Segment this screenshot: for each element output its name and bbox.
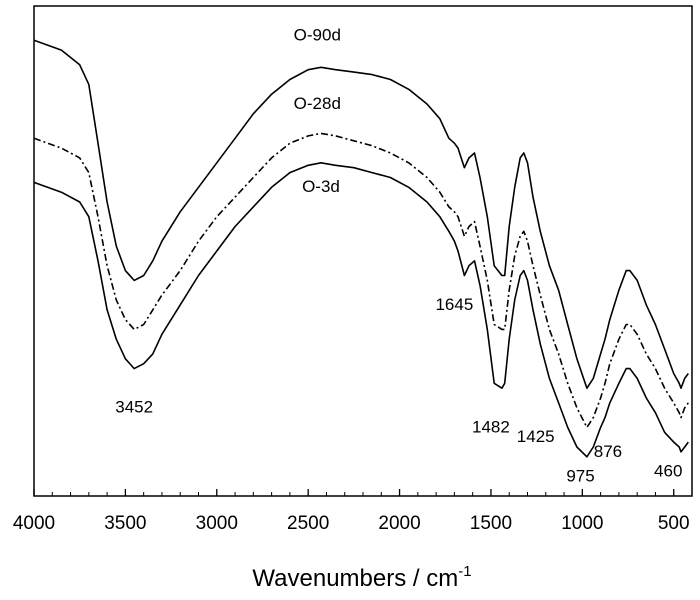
x-tick-label: 3500 (104, 513, 146, 534)
series-line-o-3d (33, 162, 689, 458)
x-tick-label: 1000 (561, 513, 603, 534)
x-tick-label: 2000 (378, 513, 420, 534)
series-layer (33, 39, 689, 458)
x-tick-label: 3000 (196, 513, 238, 534)
peak-label-3452: 3452 (115, 398, 153, 417)
peak-label-460: 460 (654, 461, 682, 480)
curve-label-o-90d: O-90d (294, 25, 341, 44)
series-line-o-90d (33, 39, 689, 389)
x-tick-label: 4000 (13, 513, 55, 534)
curve-label-o-28d: O-28d (294, 94, 341, 113)
x-axis-title-superscript: -1 (458, 563, 471, 580)
x-tick-label: 500 (658, 513, 690, 534)
peak-label-1482: 1482 (472, 417, 510, 436)
plot-frame (33, 5, 693, 497)
x-axis-title-text: Wavenumbers / cm (252, 565, 458, 592)
x-axis-ticks: 4000 3500 3000 2500 2000 1500 1000 500 (13, 489, 693, 534)
peak-label-876: 876 (594, 442, 622, 461)
peak-label-975: 975 (566, 466, 594, 485)
peak-label-1425: 1425 (517, 427, 555, 446)
x-axis-title: Wavenumbers / cm-1 (252, 563, 471, 592)
series-line-o-28d (33, 132, 689, 429)
peak-label-1645: 1645 (435, 295, 473, 314)
x-tick-label: 2500 (287, 513, 329, 534)
curve-label-o-3d: O-3d (302, 177, 340, 196)
x-tick-label: 1500 (470, 513, 512, 534)
